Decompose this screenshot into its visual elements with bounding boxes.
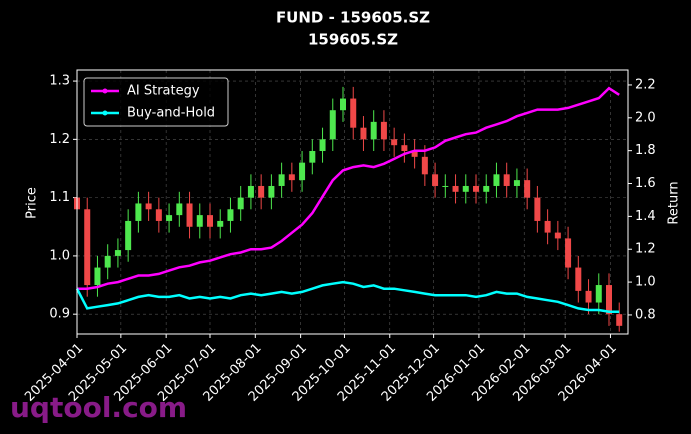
candle-body (340, 98, 346, 111)
candle-body (207, 215, 213, 227)
candle-body (575, 267, 582, 291)
y-tick-label: 1.3 (49, 74, 70, 89)
y-tick-label: 0.9 (49, 307, 70, 322)
candle-body (554, 232, 561, 239)
series-line (77, 86, 620, 290)
watermark: uqtool.com (10, 391, 187, 424)
candle-body (442, 185, 449, 187)
candle-body (544, 220, 551, 233)
candle-body (196, 215, 203, 227)
candle-body (104, 255, 111, 268)
candle-body (114, 250, 121, 256)
candle-body (309, 151, 316, 163)
candle-body (84, 209, 91, 286)
series-line (75, 280, 620, 313)
candle-body (350, 98, 357, 128)
candle-body (278, 174, 285, 186)
plot-frame (76, 69, 629, 335)
candle-body (155, 209, 162, 221)
candle-body (227, 209, 234, 221)
candle-body (319, 139, 326, 152)
legend-label: Buy-and-Hold (127, 106, 215, 121)
candle-body (565, 238, 572, 268)
chart-subtitle: 159605.SZ (308, 31, 398, 49)
candle-body (421, 156, 428, 175)
y2-tick-label: 1.6 (635, 176, 656, 191)
y2-tick-label: 1.8 (635, 143, 656, 158)
y-tick-label: 1.0 (49, 248, 70, 263)
candle-body (166, 215, 173, 221)
legend-label: AI Strategy (127, 84, 200, 99)
candle-body (473, 185, 479, 192)
candle-body (432, 174, 439, 186)
candle-body (268, 185, 275, 198)
candle-body (391, 139, 398, 146)
candle-body (217, 220, 224, 227)
candle-body (237, 197, 244, 210)
legend-marker (102, 110, 108, 116)
y2-tick-label: 1.0 (635, 275, 656, 290)
y2-tick-label: 2.0 (635, 110, 656, 125)
candle-body (145, 203, 152, 210)
legend-marker (102, 88, 108, 94)
candle-body (247, 185, 254, 198)
candle-body (503, 174, 510, 186)
y-tick-label: 1.2 (49, 132, 70, 147)
candle-body (534, 197, 541, 221)
candle-body (125, 220, 132, 251)
candle-body (288, 174, 295, 181)
candle-body (258, 185, 265, 198)
candle-body (493, 174, 500, 186)
candle-body (462, 185, 469, 192)
candle-body (329, 110, 336, 140)
y2-axis-label: Return (667, 181, 682, 224)
candle-body (513, 180, 520, 186)
candle-body (360, 127, 367, 140)
legend: AI Strategy Buy-and-Hold (83, 77, 229, 127)
y2-tick-label: 2.2 (635, 77, 656, 92)
candle-body (595, 285, 602, 303)
candle-body (524, 180, 531, 198)
candle-body (94, 267, 101, 286)
candle-body (585, 290, 592, 303)
chart-title: FUND - 159605.SZ (276, 9, 430, 27)
candle-body (176, 203, 183, 216)
y2-tick-label: 0.8 (635, 307, 656, 322)
candle-body (299, 162, 306, 181)
y-tick-label: 1.1 (49, 190, 70, 205)
candle-body (401, 145, 408, 152)
candle-body (616, 314, 623, 326)
candle-body (186, 203, 193, 227)
y-axis-label: Price (25, 187, 40, 219)
legend-box (83, 77, 229, 127)
candle-body (380, 121, 387, 140)
candle-body (370, 121, 377, 140)
y2-tick-label: 1.4 (635, 209, 656, 224)
candle-body (411, 151, 418, 157)
y2-tick-label: 1.2 (635, 242, 656, 257)
candle-body (483, 185, 490, 192)
candle-body (135, 203, 142, 221)
plot-area: 2025-04-012025-05-012025-06-012025-07-01… (22, 69, 656, 405)
candle-body (452, 185, 459, 192)
candle-body (606, 285, 612, 315)
